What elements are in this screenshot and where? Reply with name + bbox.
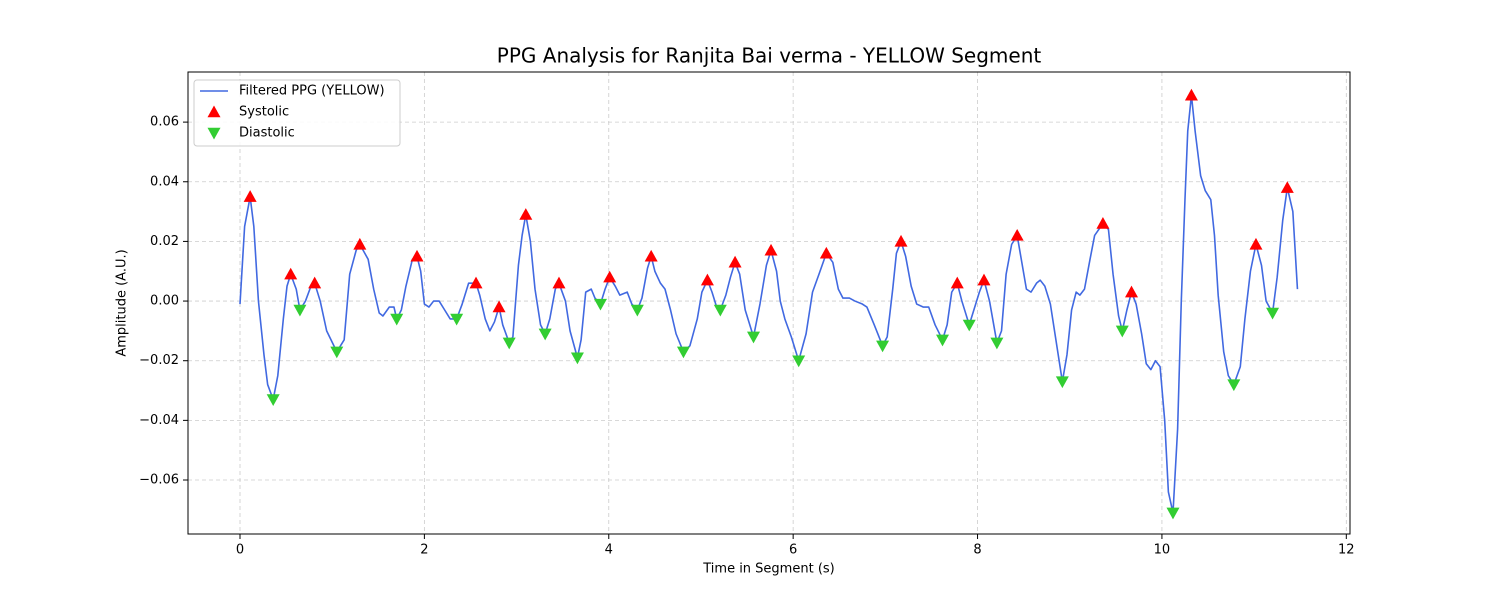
peak-marker: [1125, 285, 1139, 298]
peak-marker: [603, 270, 617, 283]
x-axis-label: Time in Segment (s): [702, 562, 834, 577]
y-tick-label: 0.02: [150, 234, 179, 249]
x-tick-label: 10: [1154, 543, 1171, 558]
peak-marker: [492, 300, 506, 313]
peak-marker: [876, 340, 890, 353]
peak-marker: [353, 237, 367, 250]
peak-marker: [284, 267, 298, 280]
peak-marker: [1096, 217, 1110, 229]
peak-marker: [792, 355, 806, 368]
legend-label: Filtered PPG (YELLOW): [239, 84, 385, 99]
peak-marker: [630, 304, 644, 317]
peak-marker: [747, 331, 761, 344]
peak-marker: [644, 249, 658, 262]
peak-marker: [570, 352, 584, 365]
legend: Filtered PPG (YELLOW) Systolic Diastolic: [193, 79, 401, 147]
peak-marker: [1010, 228, 1024, 241]
peak-marker: [950, 276, 964, 289]
peak-marker: [700, 273, 714, 286]
y-tick-label: 0.04: [150, 174, 179, 189]
legend-swatch: [207, 127, 221, 140]
peak-marker: [410, 249, 424, 262]
peak-marker: [962, 319, 976, 332]
peak-marker: [936, 334, 950, 347]
peak-marker: [1249, 237, 1263, 250]
peak-marker: [1055, 376, 1069, 389]
peak-marker: [330, 346, 344, 359]
peak-marker: [1115, 325, 1129, 338]
x-tick-label: 12: [1338, 543, 1355, 558]
x-tick-label: 0: [236, 543, 244, 558]
peak-marker: [469, 276, 483, 289]
peak-marker: [266, 394, 280, 406]
peak-marker: [990, 337, 1004, 350]
peak-marker: [1227, 379, 1241, 392]
legend-label: Systolic: [239, 105, 289, 120]
x-tick-label: 6: [789, 543, 797, 558]
legend-swatch: [207, 105, 221, 118]
y-tick-label: −0.02: [139, 353, 179, 368]
peak-marker: [1166, 507, 1180, 520]
x-tick-label: 8: [973, 543, 981, 558]
y-tick-label: 0.00: [150, 294, 179, 309]
peak-marker: [308, 276, 322, 289]
peak-marker: [676, 346, 690, 359]
x-tick-label: 4: [605, 543, 613, 558]
peak-marker: [390, 313, 404, 326]
peak-marker: [538, 328, 552, 341]
peak-marker: [243, 190, 257, 202]
y-tick-label: −0.04: [139, 413, 179, 428]
plot-frame: [187, 71, 1351, 535]
peak-marker: [713, 304, 727, 317]
peak-marker: [519, 208, 533, 220]
peak-marker: [1184, 88, 1198, 101]
peak-marker: [819, 246, 833, 259]
peak-marker: [293, 304, 307, 317]
y-tick-label: −0.06: [139, 473, 179, 488]
legend-box: [193, 79, 401, 147]
peak-marker: [977, 273, 991, 286]
peak-marker: [764, 243, 778, 256]
peak-marker: [1266, 307, 1280, 320]
peak-marker: [894, 234, 908, 247]
y-tick-label: 0.06: [150, 115, 179, 130]
peak-marker: [502, 337, 516, 350]
y-axis-label: Amplitude (A.U.): [115, 249, 130, 356]
peak-marker: [1280, 181, 1294, 193]
peak-marker: [552, 276, 566, 289]
peak-marker: [593, 298, 607, 311]
peak-marker: [728, 255, 742, 268]
legend-label: Diastolic: [239, 126, 295, 141]
peak-marker: [450, 313, 464, 326]
x-tick-label: 2: [420, 543, 428, 558]
chart-title: PPG Analysis for Ranjita Bai verma - YEL…: [497, 44, 1042, 68]
